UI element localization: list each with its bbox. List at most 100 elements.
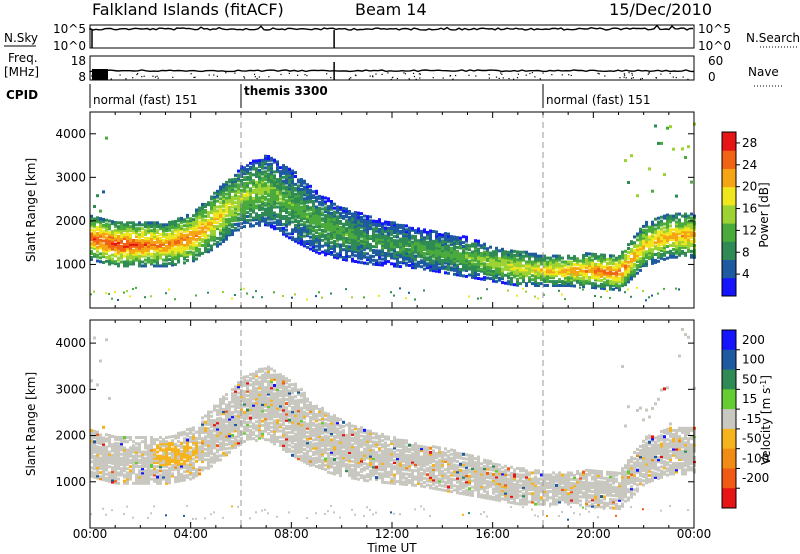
heatmap-cell xyxy=(669,253,672,257)
heatmap-cell xyxy=(177,256,180,260)
heatmap-cell xyxy=(543,280,546,284)
heatmap-cell xyxy=(438,240,441,244)
heatmap-cell xyxy=(585,279,588,283)
heatmap-cell xyxy=(591,284,594,288)
heatmap-cell xyxy=(336,231,339,234)
heatmap-cell xyxy=(162,262,165,266)
heatmap-cell xyxy=(270,184,273,188)
heatmap-cell xyxy=(639,257,642,261)
heatmap-cell xyxy=(453,259,456,263)
heatmap-cell xyxy=(549,264,552,268)
heatmap-cell xyxy=(93,245,96,248)
heatmap-cell xyxy=(378,253,381,257)
heatmap-cell xyxy=(432,263,435,267)
heatmap-cell xyxy=(438,242,441,246)
heatmap-cell xyxy=(474,274,477,278)
heatmap-cell xyxy=(108,262,111,266)
heatmap-cell xyxy=(543,276,546,280)
heatmap-cell xyxy=(261,158,264,162)
heatmap-cell xyxy=(375,251,378,255)
heatmap-cell xyxy=(588,262,591,266)
heatmap-cell xyxy=(651,244,654,248)
heatmap-cell xyxy=(450,256,453,260)
heatmap-cell xyxy=(609,260,612,264)
heatmap-cell xyxy=(126,258,129,262)
heatmap-cell xyxy=(228,192,231,196)
heatmap-cell xyxy=(186,239,189,243)
heatmap-cell xyxy=(240,167,243,171)
heatmap-cell xyxy=(171,472,174,476)
heatmap-cell xyxy=(192,237,195,241)
heatmap-cell xyxy=(297,192,300,196)
heatmap-cell xyxy=(612,272,615,276)
heatmap-cell xyxy=(276,191,279,195)
heatmap-cell xyxy=(114,452,117,456)
heatmap-cell xyxy=(114,481,117,485)
heatmap-cell xyxy=(180,452,183,456)
heatmap-cell xyxy=(294,227,297,231)
heatmap-cell xyxy=(672,236,675,240)
heatmap-cell xyxy=(195,218,198,222)
heatmap-cell xyxy=(261,182,264,186)
heatmap-cell xyxy=(171,241,174,245)
heatmap-cell xyxy=(243,178,246,181)
heatmap-cell xyxy=(375,221,378,225)
heatmap-cell xyxy=(576,263,579,267)
heatmap-cell xyxy=(225,184,228,188)
heatmap-cell xyxy=(456,271,459,275)
heatmap-cell xyxy=(147,229,150,233)
heatmap-cell xyxy=(198,247,201,251)
heatmap-cell xyxy=(90,224,93,228)
heatmap-cell xyxy=(114,475,117,479)
heatmap-cell xyxy=(612,266,615,270)
heatmap-cell xyxy=(504,264,507,267)
heatmap-cell xyxy=(636,254,639,258)
heatmap-cell xyxy=(96,226,99,230)
heatmap-cell xyxy=(471,272,474,275)
heatmap-cell xyxy=(555,274,558,278)
heatmap-cell xyxy=(384,261,387,265)
heatmap-cell xyxy=(117,465,120,469)
heatmap-cell xyxy=(258,159,261,163)
heatmap-cell xyxy=(105,226,108,230)
heatmap-cell xyxy=(342,214,345,218)
heatmap-cell xyxy=(204,232,207,236)
heatmap-cell xyxy=(339,247,342,251)
cpid-segment-label: normal (fast) 151 xyxy=(546,93,650,107)
heatmap-cell xyxy=(600,269,603,273)
heatmap-cell xyxy=(426,232,429,236)
heatmap-cell xyxy=(348,255,351,259)
heatmap-cell xyxy=(162,225,165,229)
heatmap-cell xyxy=(645,260,648,264)
heatmap-cell xyxy=(462,245,465,248)
heatmap-cell xyxy=(333,245,336,249)
heatmap-cell xyxy=(105,248,108,252)
heatmap-cell xyxy=(117,221,120,225)
heatmap-cell xyxy=(600,271,603,275)
heatmap-cell xyxy=(252,163,255,167)
heatmap-cell xyxy=(444,251,447,255)
heatmap-cell xyxy=(372,251,375,254)
heatmap-cell xyxy=(474,262,477,266)
heatmap-cell xyxy=(162,223,165,227)
heatmap-cell xyxy=(378,228,381,231)
heatmap-cell xyxy=(156,454,159,458)
heatmap-cell xyxy=(111,447,114,451)
heatmap-cell xyxy=(246,207,249,211)
heatmap-cell xyxy=(282,193,285,197)
heatmap-cell xyxy=(564,280,567,284)
heatmap-cell xyxy=(339,233,342,237)
heatmap-cell xyxy=(204,214,207,218)
heatmap-cell xyxy=(129,237,132,240)
heatmap-cell xyxy=(210,207,213,211)
heatmap-cell xyxy=(513,259,516,263)
heatmap-cell xyxy=(102,476,105,480)
nave-dot xyxy=(193,76,195,79)
heatmap-cell xyxy=(174,225,177,229)
heatmap-cell xyxy=(351,222,354,226)
heatmap-cell xyxy=(690,244,693,247)
heatmap-cell xyxy=(126,440,129,444)
heatmap-cell xyxy=(183,478,186,482)
heatmap-cell xyxy=(93,446,96,450)
heatmap-cell xyxy=(99,240,102,244)
